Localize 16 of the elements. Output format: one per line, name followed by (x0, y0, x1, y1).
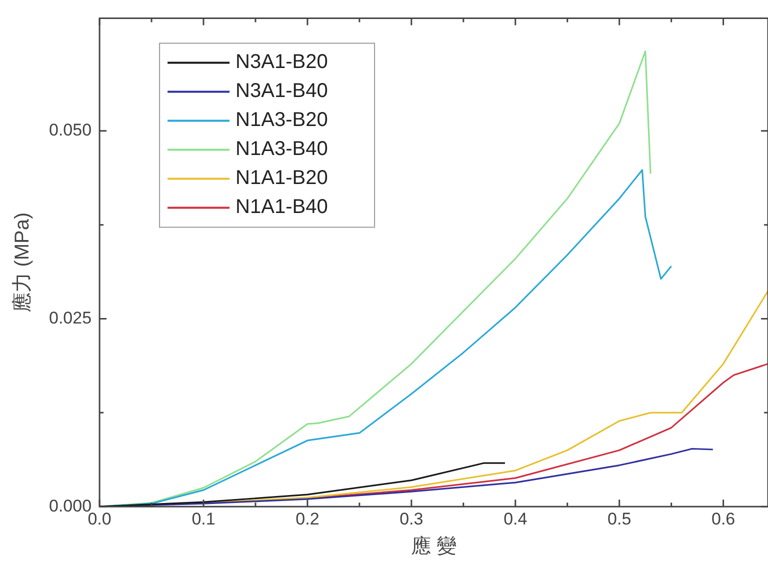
x-tick-label: 0.3 (400, 509, 424, 528)
y-axis-title: 應力 (MPa) (12, 212, 34, 312)
y-tick-label: 0.050 (48, 120, 92, 140)
x-tick-label: 0.4 (504, 509, 528, 528)
x-tick-label: 0.5 (608, 509, 632, 528)
x-tick-label: 0.6 (711, 509, 736, 528)
legend-label: N1A3-B40 (236, 138, 328, 160)
legend-label: N3A1-B40 (236, 80, 328, 102)
x-axis-title: 應 變 (410, 536, 457, 558)
legend-label: N1A3-B20 (236, 109, 328, 132)
legend-label: N3A1-B20 (236, 51, 328, 74)
legend-label: N1A1-B40 (236, 196, 328, 218)
x-tick-label: 0.1 (192, 509, 216, 528)
x-tick-label: 0.2 (296, 509, 320, 528)
legend-label: N1A1-B20 (236, 167, 328, 190)
y-tick-label: 0.025 (48, 308, 92, 328)
